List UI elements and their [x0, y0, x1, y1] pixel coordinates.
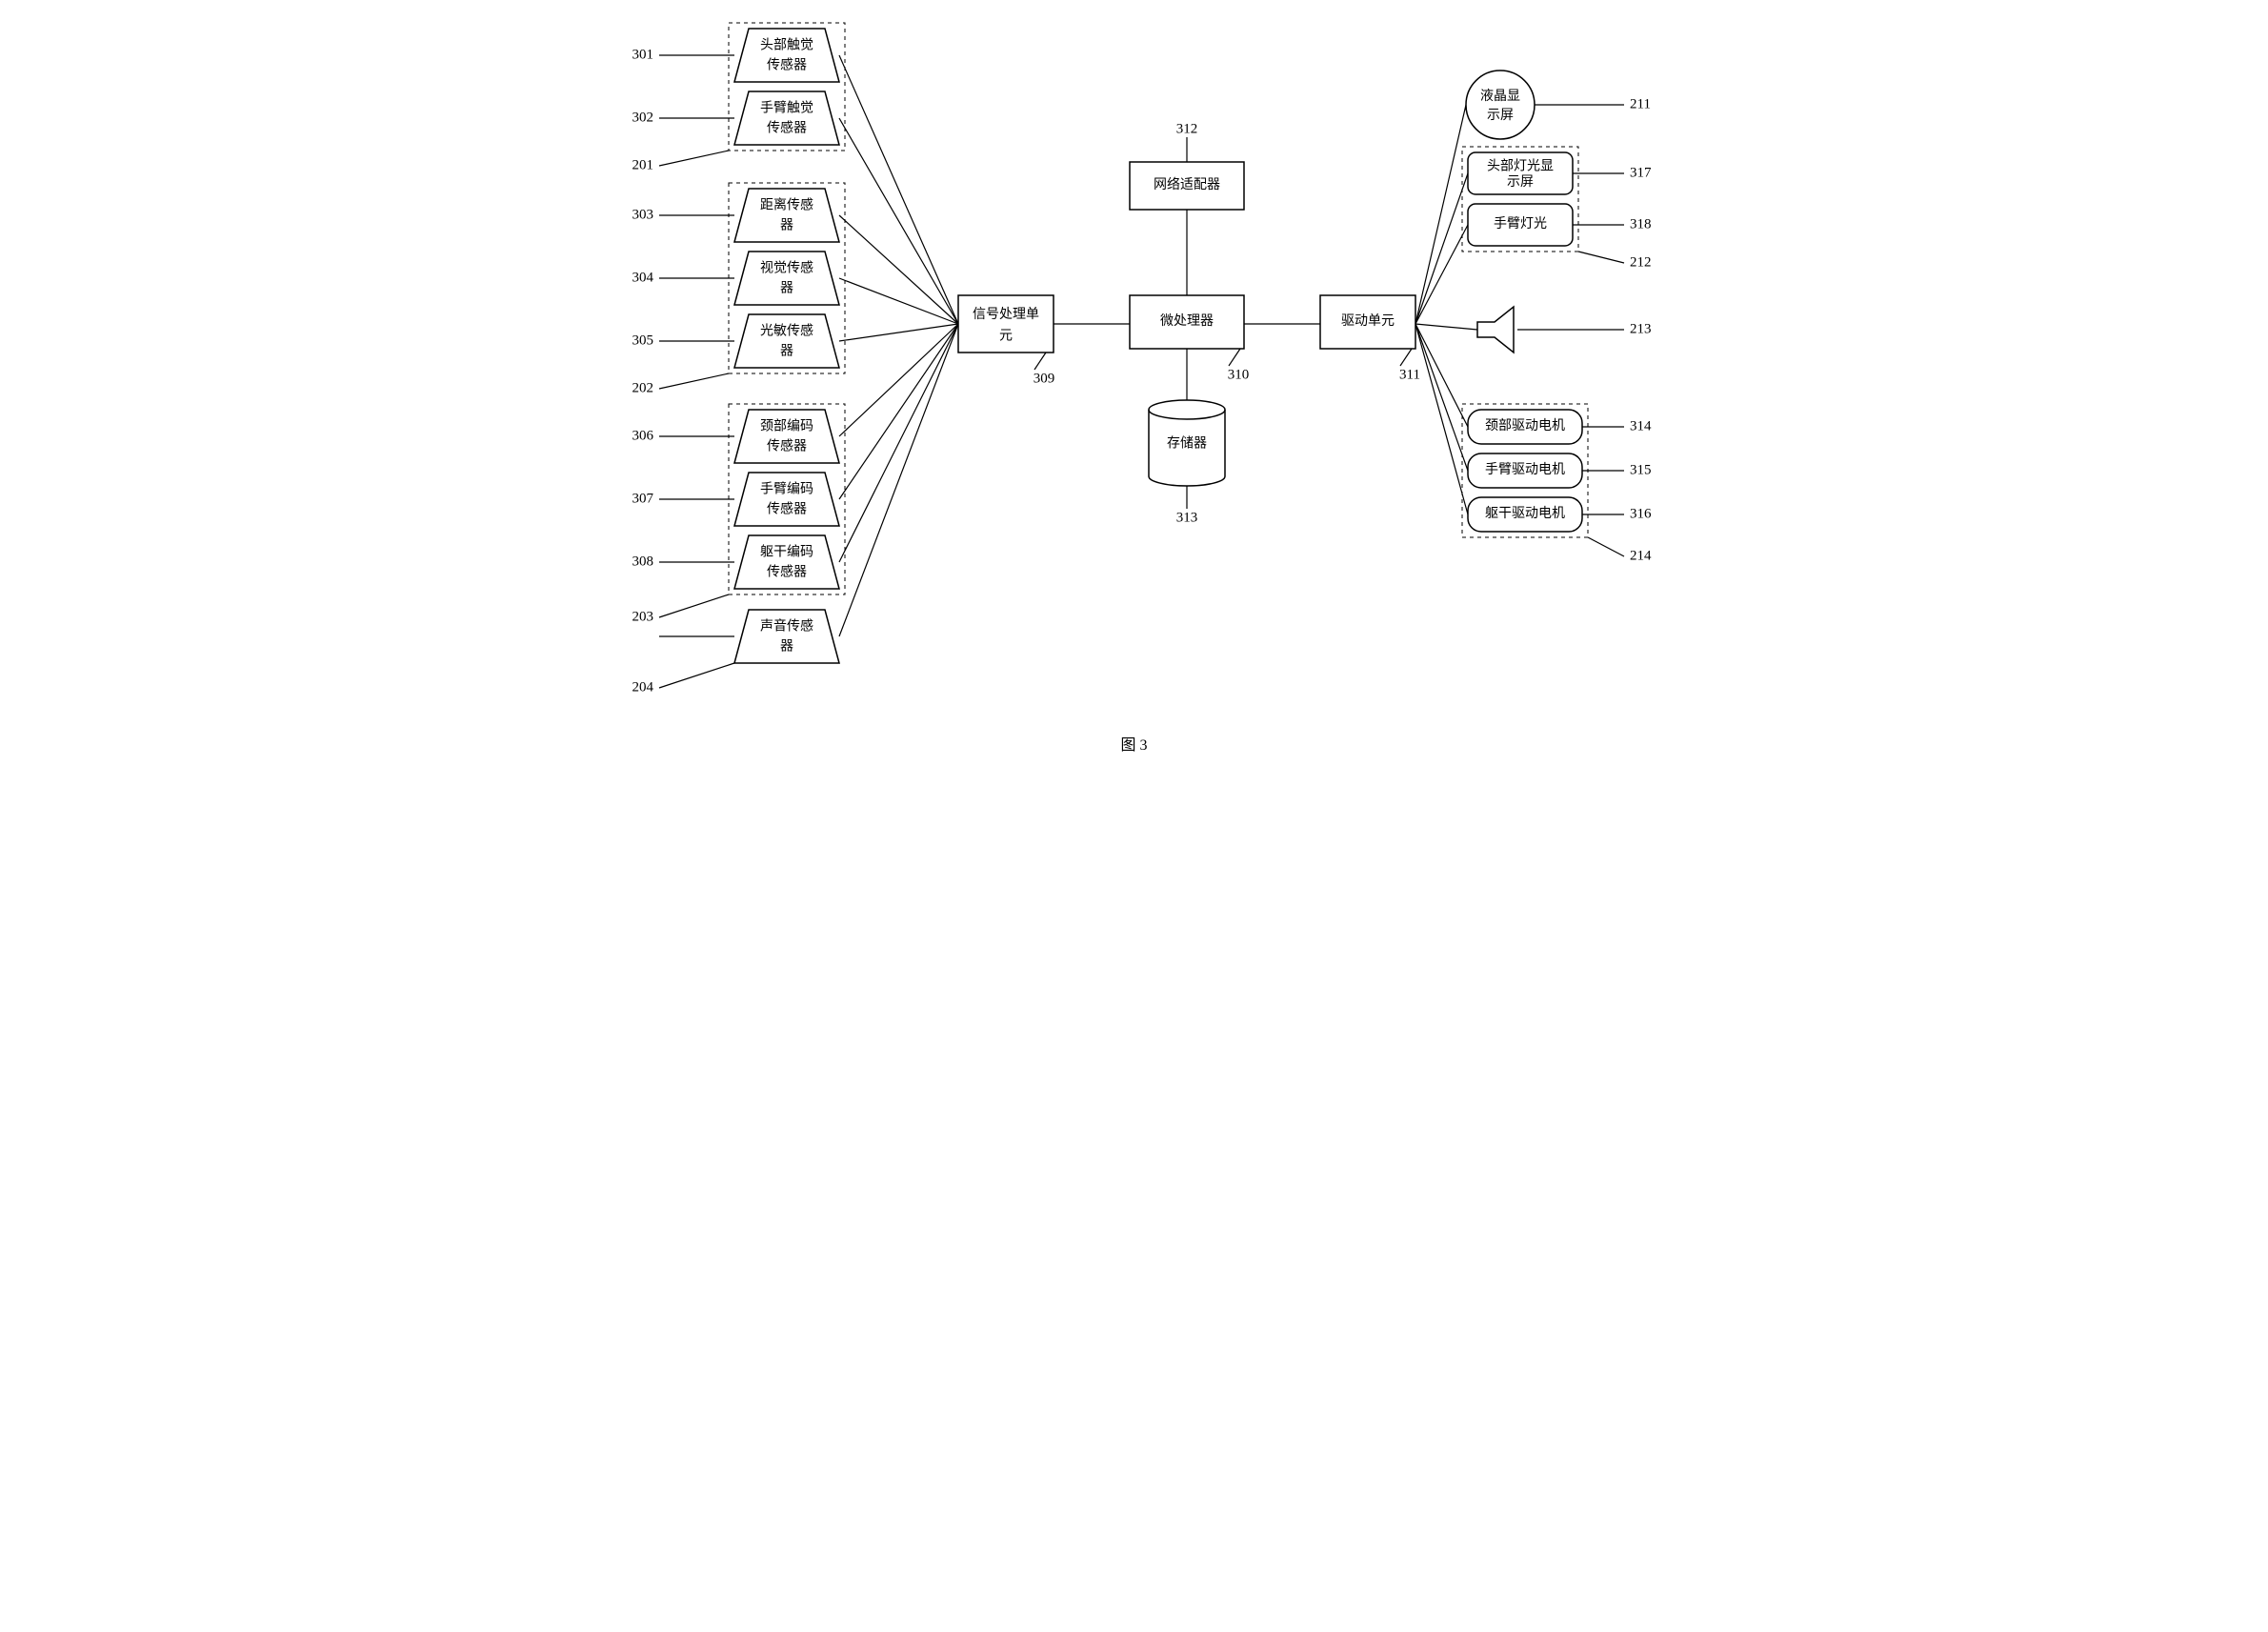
svg-text:手臂触觉: 手臂触觉 [760, 101, 813, 116]
svg-text:214: 214 [1630, 548, 1652, 563]
svg-text:器: 器 [780, 218, 793, 232]
svg-text:305: 305 [632, 332, 653, 348]
svg-text:元: 元 [999, 329, 1013, 343]
svg-text:314: 314 [1630, 418, 1652, 433]
svg-text:303: 303 [632, 207, 653, 222]
svg-text:315: 315 [1630, 462, 1652, 477]
svg-text:颈部驱动电机: 颈部驱动电机 [1485, 418, 1565, 433]
svg-text:306: 306 [632, 428, 653, 443]
svg-text:网络适配器: 网络适配器 [1154, 177, 1220, 192]
svg-text:318: 318 [1630, 216, 1652, 232]
svg-text:躯干编码: 躯干编码 [760, 545, 813, 560]
svg-text:301: 301 [632, 47, 653, 62]
svg-text:传感器: 传感器 [767, 437, 807, 453]
svg-text:311: 311 [1399, 367, 1420, 382]
diagram: 头部触觉传感器301手臂触觉传感器302201距离传感器303视觉传感器304光… [568, 0, 1701, 724]
svg-text:器: 器 [780, 281, 793, 295]
svg-text:211: 211 [1630, 96, 1651, 111]
figure-caption: 图 3 [0, 732, 2268, 755]
svg-text:手臂驱动电机: 手臂驱动电机 [1485, 462, 1565, 477]
svg-text:头部触觉: 头部触觉 [760, 38, 813, 53]
svg-text:微处理器: 微处理器 [1160, 313, 1214, 329]
svg-text:液晶显: 液晶显 [1480, 89, 1520, 104]
svg-text:示屏: 示屏 [1507, 175, 1534, 190]
svg-text:204: 204 [632, 679, 653, 695]
svg-text:310: 310 [1227, 367, 1249, 382]
svg-text:颈部编码: 颈部编码 [760, 419, 813, 434]
svg-text:声音传感: 声音传感 [760, 618, 813, 635]
svg-text:信号处理单: 信号处理单 [973, 307, 1039, 322]
svg-text:316: 316 [1630, 506, 1652, 521]
svg-text:传感器: 传感器 [767, 56, 807, 72]
svg-text:307: 307 [632, 491, 653, 506]
svg-text:213: 213 [1630, 321, 1652, 336]
svg-text:312: 312 [1175, 121, 1197, 136]
svg-text:驱动单元: 驱动单元 [1341, 313, 1395, 329]
svg-text:视觉传感: 视觉传感 [760, 260, 813, 276]
svg-text:器: 器 [780, 639, 793, 654]
svg-text:309: 309 [1033, 371, 1054, 386]
svg-text:距离传感: 距离传感 [760, 197, 813, 213]
svg-text:203: 203 [632, 609, 653, 624]
svg-text:302: 302 [632, 110, 653, 125]
svg-text:传感器: 传感器 [767, 119, 807, 135]
svg-text:手臂灯光: 手臂灯光 [1494, 216, 1547, 232]
svg-text:313: 313 [1175, 510, 1197, 525]
svg-text:308: 308 [632, 554, 653, 569]
svg-text:201: 201 [632, 157, 653, 172]
svg-text:手臂编码: 手臂编码 [760, 482, 813, 497]
svg-text:202: 202 [632, 380, 653, 395]
svg-text:传感器: 传感器 [767, 500, 807, 516]
svg-text:光敏传感: 光敏传感 [760, 323, 813, 339]
svg-text:头部灯光显: 头部灯光显 [1487, 159, 1554, 174]
svg-text:器: 器 [780, 344, 793, 358]
svg-text:304: 304 [632, 270, 653, 285]
svg-text:317: 317 [1630, 165, 1652, 180]
svg-text:存储器: 存储器 [1167, 436, 1207, 452]
svg-text:躯干驱动电机: 躯干驱动电机 [1485, 506, 1565, 521]
svg-text:传感器: 传感器 [767, 563, 807, 579]
svg-text:212: 212 [1630, 254, 1652, 270]
svg-text:示屏: 示屏 [1487, 109, 1514, 123]
